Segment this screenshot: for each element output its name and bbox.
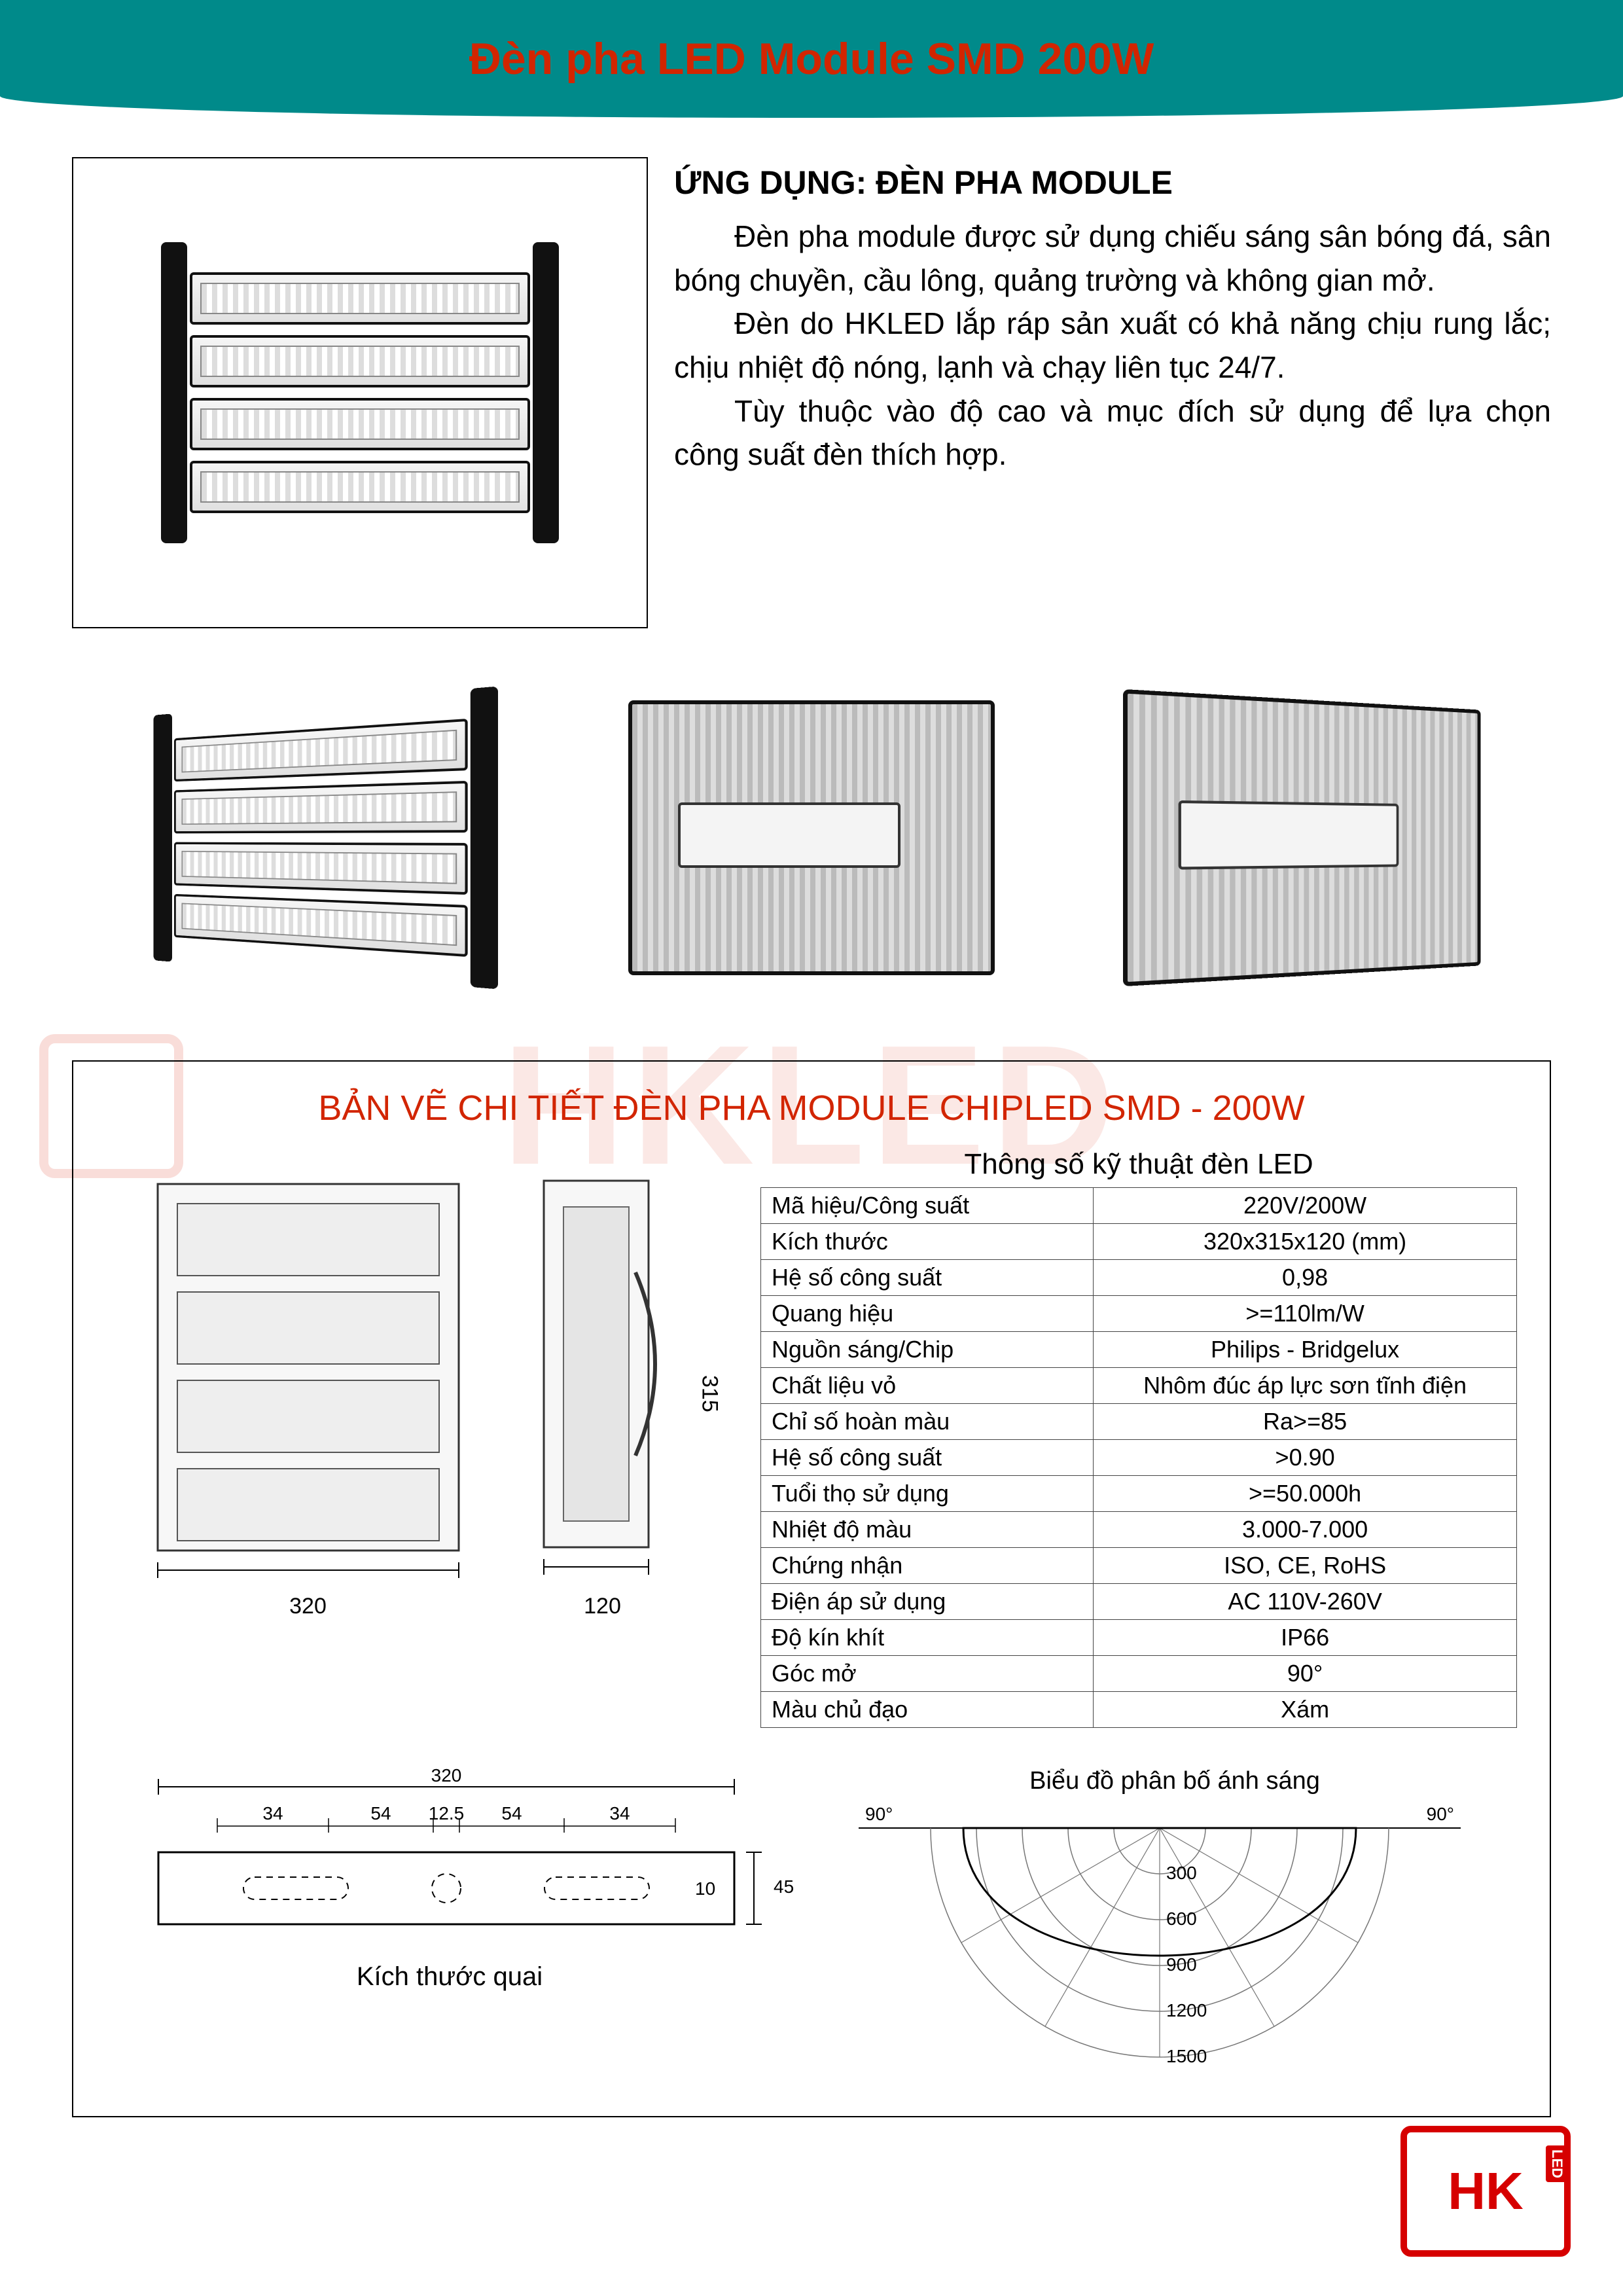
svg-text:12.5: 12.5	[429, 1803, 465, 1823]
brand-logo: HK LED	[1400, 2126, 1571, 2257]
description-block: ỨNG DỤNG: ĐÈN PHA MODULE Đèn pha module …	[674, 157, 1551, 628]
header-band: Đèn pha LED Module SMD 200W	[0, 0, 1623, 118]
spec-value: >0.90	[1094, 1440, 1517, 1476]
svg-text:1500: 1500	[1166, 2046, 1207, 2066]
spec-value: >=110lm/W	[1094, 1296, 1517, 1332]
spec-row: Nhiệt độ màu3.000-7.000	[761, 1512, 1517, 1548]
svg-text:54: 54	[370, 1803, 391, 1823]
spec-row: Chất liệu vỏNhôm đúc áp lực sơn tĩnh điệ…	[761, 1368, 1517, 1404]
spec-row: Chứng nhậnISO, CE, RoHS	[761, 1548, 1517, 1584]
spec-heading: BẢN VẼ CHI TIẾT ĐÈN PHA MODULE CHIPLED S…	[106, 1088, 1517, 1128]
front-width-label: 320	[118, 1594, 498, 1619]
spec-label: Mã hiệu/Công suất	[761, 1188, 1094, 1224]
spec-label: Điện áp sử dụng	[761, 1584, 1094, 1620]
drawings-col: 320 120	[106, 1148, 734, 1619]
spec-label: Góc mở	[761, 1656, 1094, 1692]
front-view-drawing: 320	[118, 1171, 498, 1619]
spec-table-col: Thông số kỹ thuật đèn LED Mã hiệu/Công s…	[760, 1148, 1517, 1728]
spec-value: 90°	[1094, 1656, 1517, 1692]
spec-row: Độ kín khítIP66	[761, 1620, 1517, 1656]
spec-table: Mã hiệu/Công suất220V/200WKích thước320x…	[760, 1187, 1517, 1728]
svg-text:45: 45	[774, 1876, 793, 1897]
description-p2: Đèn do HKLED lắp ráp sản xuất có khả năn…	[674, 302, 1551, 389]
spec-row: 320 120	[106, 1148, 1517, 1728]
spec-value: 3.000-7.000	[1094, 1512, 1517, 1548]
polar-chart: Biểu đồ phân bố ánh sáng	[832, 1767, 1517, 2077]
spec-row: Chỉ số hoàn màuRa>=85	[761, 1404, 1517, 1440]
handle-label: Kích thước quai	[106, 1962, 793, 1992]
spec-row: Quang hiệu>=110lm/W	[761, 1296, 1517, 1332]
spec-label: Độ kín khít	[761, 1620, 1094, 1656]
spec-value: IP66	[1094, 1620, 1517, 1656]
spec-label: Quang hiệu	[761, 1296, 1094, 1332]
side-width-label: 120	[518, 1594, 688, 1619]
spec-label: Chất liệu vỏ	[761, 1368, 1094, 1404]
spec-row: Tuổi thọ sử dụng>=50.000h	[761, 1476, 1517, 1512]
spec-label: Hệ số công suất	[761, 1260, 1094, 1296]
spec-label: Nhiệt độ màu	[761, 1512, 1094, 1548]
spec-label: Màu chủ đạo	[761, 1692, 1094, 1728]
spec-value: 220V/200W	[1094, 1188, 1517, 1224]
top-row: ỨNG DỤNG: ĐÈN PHA MODULE Đèn pha module …	[72, 157, 1551, 628]
product-image-angle	[72, 655, 543, 1021]
brand-logo-tag: LED	[1546, 2145, 1568, 2182]
spec-value: 0,98	[1094, 1260, 1517, 1296]
brand-logo-text: HK	[1448, 2161, 1524, 2221]
spec-value: Ra>=85	[1094, 1404, 1517, 1440]
svg-text:54: 54	[501, 1803, 522, 1823]
product-image-back-1	[576, 655, 1047, 1021]
spec-section: BẢN VẼ CHI TIẾT ĐÈN PHA MODULE CHIPLED S…	[72, 1060, 1551, 2117]
page-title: Đèn pha LED Module SMD 200W	[469, 33, 1154, 84]
spec-value: Xám	[1094, 1692, 1517, 1728]
description-p1: Đèn pha module được sử dụng chiếu sáng s…	[674, 215, 1551, 302]
spec-row: Màu chủ đạoXám	[761, 1692, 1517, 1728]
handle-overall-dim: 320	[431, 1767, 462, 1785]
polar-title: Biểu đồ phân bố ánh sáng	[832, 1767, 1517, 1795]
spec-label: Hệ số công suất	[761, 1440, 1094, 1476]
spec-value: 320x315x120 (mm)	[1094, 1224, 1517, 1260]
svg-text:900: 900	[1166, 1954, 1197, 1975]
page-content: ỨNG DỤNG: ĐÈN PHA MODULE Đèn pha module …	[0, 118, 1623, 2117]
svg-text:90°: 90°	[865, 1804, 893, 1824]
spec-row: Kích thước320x315x120 (mm)	[761, 1224, 1517, 1260]
spec-label: Chứng nhận	[761, 1548, 1094, 1584]
description-p3: Tùy thuộc vào độ cao và mục đích sử dụng…	[674, 389, 1551, 476]
spec-label: Chỉ số hoàn màu	[761, 1404, 1094, 1440]
spec-row: Hệ số công suất>0.90	[761, 1440, 1517, 1476]
spec-label: Tuổi thọ sử dụng	[761, 1476, 1094, 1512]
description-title: ỨNG DỤNG: ĐÈN PHA MODULE	[674, 164, 1551, 202]
handle-drawing: 320 34 54 12.5 54 34	[106, 1767, 793, 1992]
side-view-drawing: 120	[518, 1168, 688, 1619]
spec-label: Nguồn sáng/Chip	[761, 1332, 1094, 1368]
svg-text:34: 34	[609, 1803, 630, 1823]
spec-label: Kích thước	[761, 1224, 1094, 1260]
product-image-back-2	[1080, 655, 1551, 1021]
bottom-row: 320 34 54 12.5 54 34	[106, 1767, 1517, 2077]
spec-table-title: Thông số kỹ thuật đèn LED	[760, 1148, 1517, 1181]
spec-value: Nhôm đúc áp lực sơn tĩnh điện	[1094, 1368, 1517, 1404]
svg-text:10: 10	[695, 1878, 715, 1899]
svg-text:600: 600	[1166, 1909, 1197, 1929]
spec-row: Góc mở90°	[761, 1656, 1517, 1692]
product-image-main	[72, 157, 648, 628]
svg-text:90°: 90°	[1427, 1804, 1454, 1824]
spec-row: Điện áp sử dụngAC 110V-260V	[761, 1584, 1517, 1620]
spec-row: Hệ số công suất0,98	[761, 1260, 1517, 1296]
spec-row: Mã hiệu/Công suất220V/200W	[761, 1188, 1517, 1224]
led-floodlight-icon	[190, 262, 530, 524]
svg-text:34: 34	[262, 1803, 283, 1823]
svg-text:300: 300	[1166, 1863, 1197, 1883]
gallery-row	[72, 655, 1551, 1021]
spec-value: AC 110V-260V	[1094, 1584, 1517, 1620]
svg-text:1200: 1200	[1166, 2000, 1207, 2020]
spec-row: Nguồn sáng/ChipPhilips - Bridgelux	[761, 1332, 1517, 1368]
front-height-label: 315	[697, 1375, 722, 1412]
spec-value: Philips - Bridgelux	[1094, 1332, 1517, 1368]
spec-value: ISO, CE, RoHS	[1094, 1548, 1517, 1584]
spec-value: >=50.000h	[1094, 1476, 1517, 1512]
